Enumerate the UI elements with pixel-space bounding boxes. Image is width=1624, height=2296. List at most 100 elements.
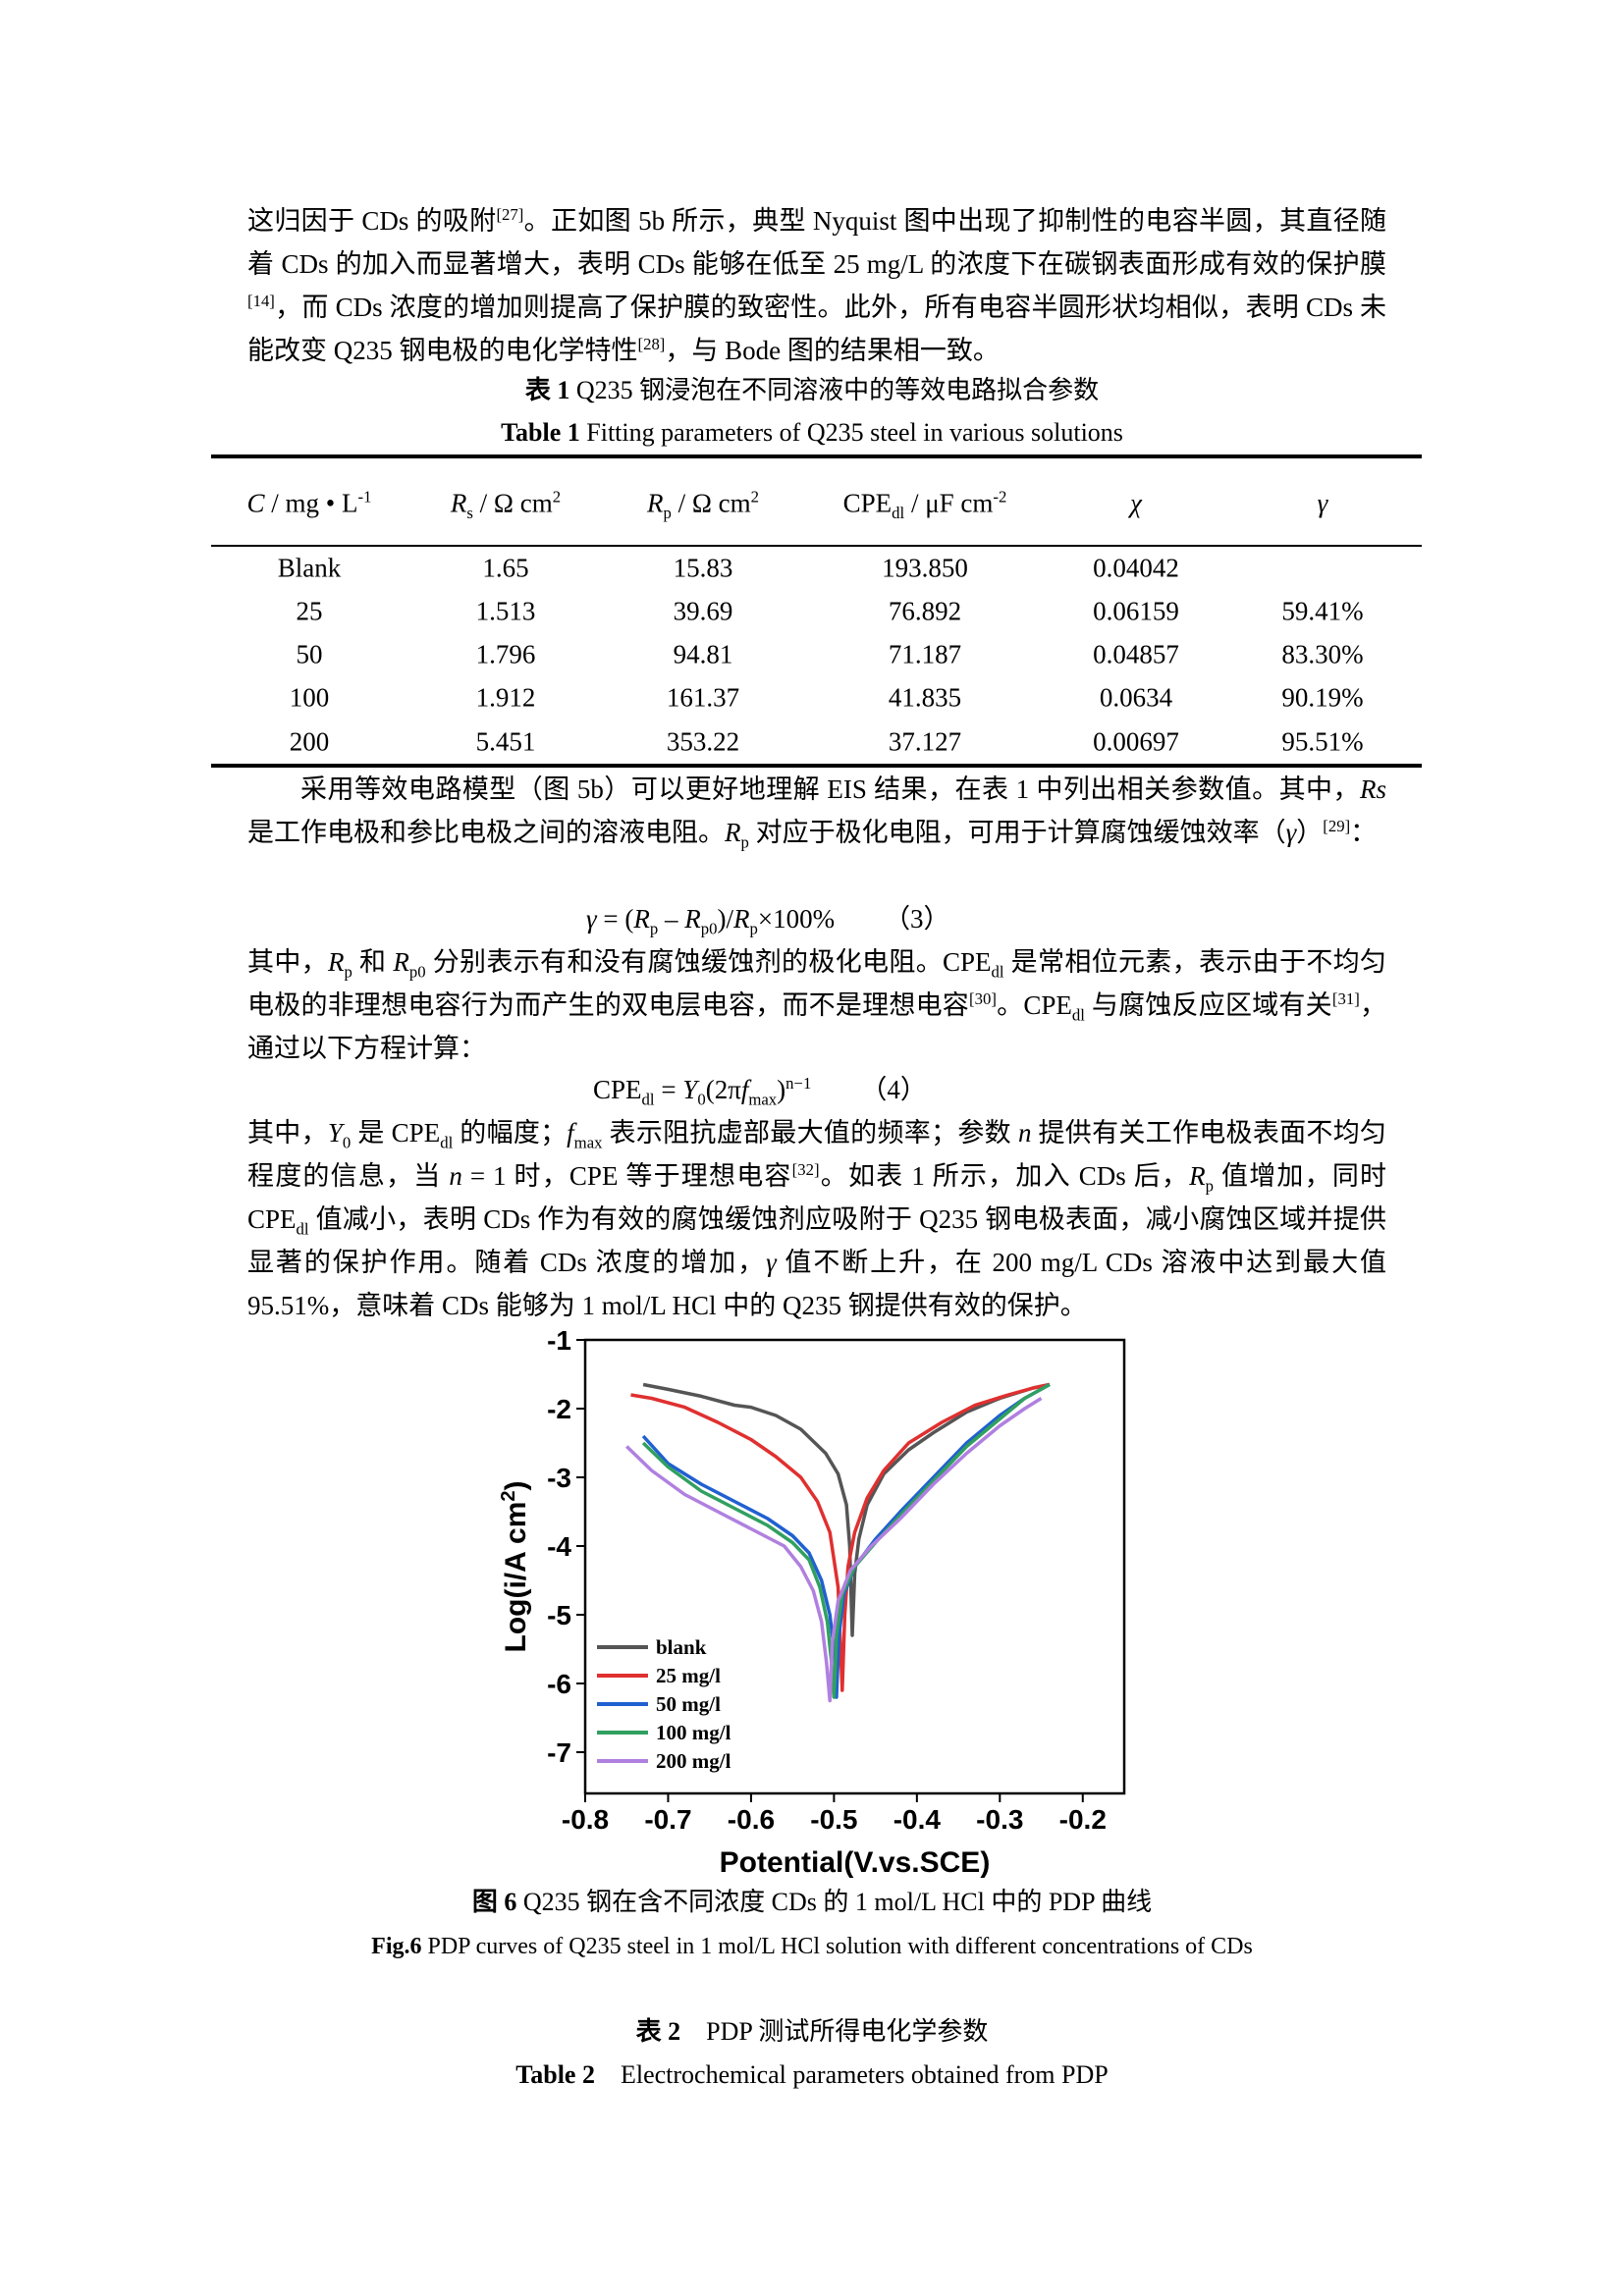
y-tick-label: -3 — [547, 1463, 571, 1493]
legend-label: 25 mg/l — [656, 1664, 721, 1687]
equation-number: （4） — [860, 1075, 927, 1104]
text-run: 提供有关工作电极表面不均匀程度的信息，当 — [247, 1118, 1387, 1191]
plot-frame — [583, 1338, 1126, 1795]
italic-text: R — [328, 947, 345, 977]
text-run: ) — [500, 1480, 532, 1490]
legend-label: 200 mg/l — [656, 1749, 731, 1773]
table-caption-cn: 表 2 PDP 测试所得电化学参数 — [0, 2015, 1624, 2049]
table-cell: 0.04042 — [1093, 553, 1179, 583]
table-cell: 1.912 — [475, 682, 536, 713]
subscript: dl — [641, 1090, 655, 1109]
text-run: 是常相位元素，表示由于不均匀电极的非理想电容行为而产生的双电层电容，而不是理想电… — [247, 947, 1386, 1020]
superscript: [31] — [1331, 989, 1360, 1008]
text-run: ： — [1350, 818, 1378, 847]
y-tick-label: -6 — [547, 1669, 571, 1699]
table-cell: 50 — [296, 639, 323, 669]
text-run: 。CPE — [996, 990, 1072, 1020]
text-run: PDP 测试所得电化学参数 — [680, 2017, 989, 2046]
table-top-rule — [211, 454, 1422, 458]
table-cell: 353.22 — [666, 726, 740, 757]
table-cell: 83.30% — [1281, 639, 1364, 669]
paragraph: 其中，Rp 和 Rp0 分别表示有和没有腐蚀缓蚀剂的极化电阻。CPEdl 是常相… — [247, 940, 1386, 1070]
italic-text: γ — [1285, 818, 1297, 847]
curve — [641, 1382, 1051, 1699]
y-tick-label: -2 — [547, 1394, 571, 1424]
italic-text: n — [1017, 1118, 1032, 1148]
italic-text: f — [740, 1075, 749, 1104]
x-tick-label: -0.5 — [810, 1804, 857, 1835]
paragraph: 其中，Y0 是 CPEdl 的幅度；fmax 表示阻抗虚部最大值的频率；参数 n… — [247, 1111, 1386, 1327]
superscript: [27] — [496, 205, 524, 224]
table-cell: 100 — [289, 682, 330, 713]
italic-text: R — [725, 818, 741, 847]
text-run: / μF cm — [904, 488, 994, 518]
table-cell: 1.65 — [482, 553, 529, 583]
equation-number: （3） — [884, 904, 950, 934]
text-run: CPE — [593, 1075, 642, 1104]
chart: -0.8 -0.7 -0.6 -0.5 -0.4 -0.3 -0.2 -1 -2 -3 -4 -5 -6… — [498, 1325, 1126, 1879]
curve — [641, 1382, 1051, 1699]
text-run: 这归因于 CDs 的吸附 — [247, 206, 497, 236]
text-run: CPE — [842, 488, 893, 518]
table-mid-rule — [211, 545, 1422, 547]
legend-label: 50 mg/l — [656, 1692, 721, 1716]
superscript: [14] — [247, 292, 275, 310]
table-cell: 76.892 — [888, 596, 962, 626]
text-run: 和 — [352, 947, 394, 977]
header-cell: CPEdl / μF cm-2 — [842, 488, 1007, 522]
superscript: [32] — [791, 1160, 820, 1179]
subscript: dl — [892, 503, 905, 522]
text-run: 对应于极化电阻，可用于计算腐蚀缓蚀效率（ — [748, 818, 1286, 847]
text-run: (2π — [705, 1075, 741, 1104]
bold-text: Fig.6 — [371, 1934, 422, 1959]
text-run: Log(i/A cm — [500, 1502, 532, 1653]
text-run: = — [654, 1075, 683, 1104]
curve — [624, 1397, 1043, 1703]
subscript: 0 — [697, 1090, 706, 1109]
text-run: – — [658, 904, 685, 934]
figure-caption-en: Fig.6 PDP curves of Q235 steel in 1 mol/… — [0, 1930, 1624, 1963]
table-caption-cn: 表 1 Q235 钢浸泡在不同溶液中的等效电路拟合参数 — [0, 374, 1624, 407]
table-cell: 90.19% — [1281, 682, 1364, 713]
table-cell: 41.835 — [888, 682, 962, 713]
text-run: ，与 Bode 图的结果相一致。 — [665, 336, 1000, 365]
text-run: 其中， — [247, 1118, 328, 1148]
text-run: 是 CPE — [351, 1118, 441, 1148]
subscript: p — [749, 919, 758, 938]
header-cell: γ — [1318, 489, 1328, 519]
table-cell: 0.00697 — [1093, 726, 1179, 757]
subscript: dl — [440, 1133, 454, 1152]
italic-text: γ — [1317, 488, 1328, 518]
subscript: max — [748, 1090, 778, 1109]
italic-text: χ — [1130, 488, 1142, 518]
bold-text: 表 2 — [635, 2017, 681, 2046]
italic-text: γ — [586, 904, 597, 934]
italic-text: R — [684, 904, 701, 934]
table-caption-en: Table 1 Fitting parameters of Q235 steel… — [0, 416, 1624, 450]
subscript: 0 — [342, 1133, 352, 1152]
italic-text: Y — [682, 1075, 698, 1104]
text-run: Q235 钢在含不同浓度 CDs 的 1 mol/L HCl 中的 PDP 曲线 — [516, 1888, 1153, 1916]
table-cell: 1.796 — [475, 639, 536, 669]
bold-text: 表 1 — [524, 376, 570, 404]
text-run: Electrochemical parameters obtained from… — [594, 2060, 1109, 2089]
text-run: ，而 CDs 浓度的增加则提高了保护膜的致密性。此外，所有电容半圆形状均相似，表… — [247, 293, 1386, 365]
superscript: 2 — [552, 487, 562, 507]
text-run: 值增加，同时 CPE — [247, 1161, 1387, 1234]
table-cell: 193.850 — [882, 553, 968, 583]
text-run: / mg • L — [264, 488, 358, 518]
table-cell: 37.127 — [888, 726, 962, 757]
x-tick-label: -0.4 — [893, 1804, 942, 1835]
y-axis-title: Log(i/A cm2) — [498, 1480, 532, 1652]
subscript: p — [740, 832, 749, 852]
superscript: 2 — [498, 1490, 519, 1501]
table-cell: 71.187 — [888, 639, 962, 669]
text-run: Potential(V.vs.SCE) — [720, 1846, 991, 1879]
italic-text: Rs — [1360, 774, 1386, 804]
subscript: dl — [296, 1219, 309, 1239]
italic-text: R — [732, 904, 750, 934]
text-run: ，通过以下方程计算： — [247, 990, 1387, 1063]
text-run: PDP curves of Q235 steel in 1 mol/L HCl … — [421, 1934, 1253, 1959]
text-run: 值减小，表明 CDs 作为有效的腐蚀缓蚀剂应吸附于 Q235 钢电极表面，减小腐… — [247, 1204, 1386, 1277]
